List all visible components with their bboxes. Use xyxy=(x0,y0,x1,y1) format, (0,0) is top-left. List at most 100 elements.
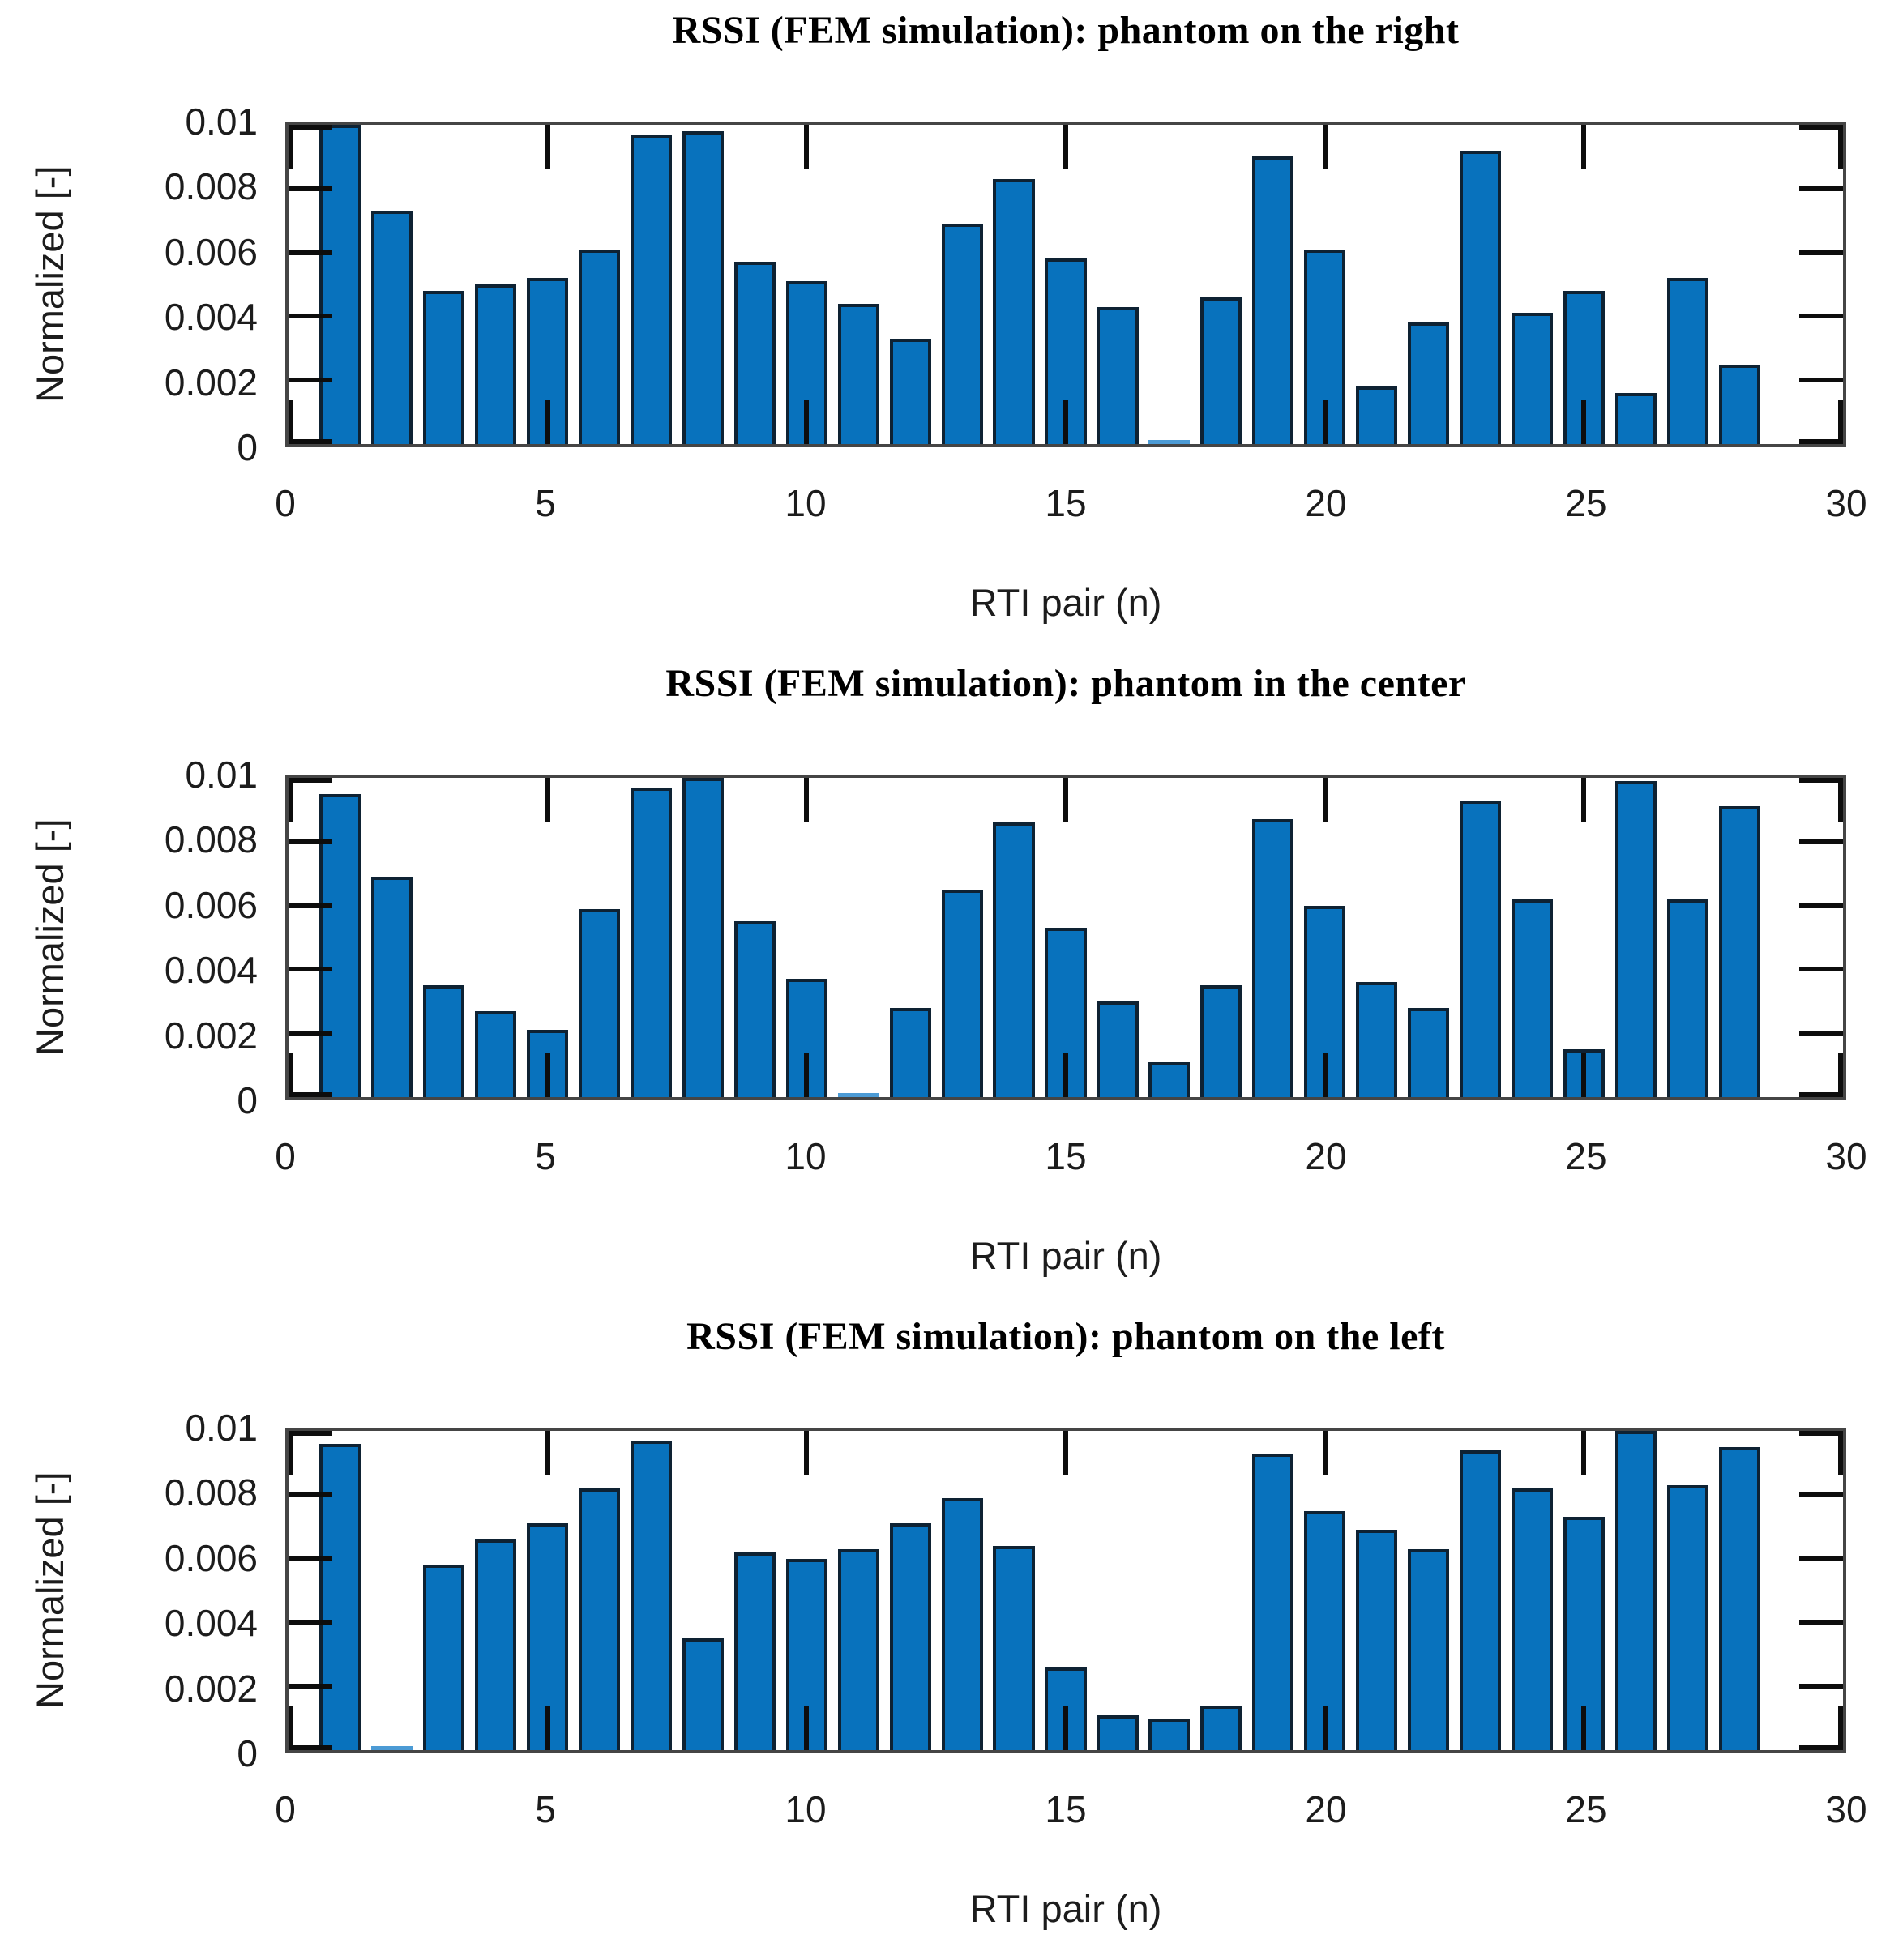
tick-mark xyxy=(289,1492,332,1497)
bar xyxy=(993,822,1035,1097)
x-tick-label: 20 xyxy=(1305,1788,1347,1830)
bar xyxy=(1200,1705,1242,1750)
bar xyxy=(941,1497,983,1750)
tick-mark xyxy=(289,186,332,191)
tick-mark xyxy=(1799,903,1843,908)
tick-mark xyxy=(1581,125,1587,169)
tick-mark xyxy=(289,1706,293,1750)
bar xyxy=(1200,297,1242,444)
y-tick-label: 0 xyxy=(237,426,258,468)
tick-mark xyxy=(1799,1092,1843,1097)
tick-mark xyxy=(289,250,332,255)
bar xyxy=(1304,1510,1346,1750)
plot-area xyxy=(285,775,1846,1100)
bar xyxy=(423,985,465,1097)
x-tick-label: 15 xyxy=(1045,1788,1087,1830)
y-tick-label: 0.006 xyxy=(164,230,258,273)
bar xyxy=(837,1093,879,1097)
tick-mark xyxy=(545,778,550,822)
tick-mark xyxy=(804,400,810,444)
bar xyxy=(1252,1453,1294,1750)
y-tick-label: 0.002 xyxy=(164,1014,258,1057)
chart-title: RSSI (FEM simulation): phantom in the ce… xyxy=(665,662,1466,705)
tick-mark xyxy=(1581,1706,1587,1750)
x-tick-labels: 0 5 10 15 20 25 30 xyxy=(275,1138,1866,1186)
tick-mark xyxy=(1799,125,1843,130)
tick-mark xyxy=(1322,1431,1328,1475)
bar xyxy=(1200,985,1242,1097)
bar xyxy=(630,1440,673,1750)
bar xyxy=(1097,306,1139,444)
bar xyxy=(319,1443,361,1750)
tick-mark xyxy=(1063,400,1068,444)
tick-mark xyxy=(1799,1431,1843,1436)
bar xyxy=(837,1548,879,1750)
bar xyxy=(1718,806,1760,1097)
bar xyxy=(733,1552,776,1750)
y-tick-labels: 0 0.002 0.004 0.006 0.008 0.01 xyxy=(0,756,258,1119)
bar xyxy=(733,921,776,1097)
x-tick-label: 5 xyxy=(535,1788,556,1830)
tick-mark xyxy=(545,1053,550,1097)
chart-title: RSSI (FEM simulation): phantom on the le… xyxy=(686,1315,1445,1358)
tick-mark xyxy=(1799,1620,1843,1625)
bar xyxy=(682,778,725,1097)
tick-mark xyxy=(289,1431,332,1436)
x-tick-label: 25 xyxy=(1565,482,1607,524)
y-tick-label: 0.006 xyxy=(164,1536,258,1579)
y-tick-label: 0.008 xyxy=(164,165,258,208)
bar xyxy=(1666,899,1708,1097)
bar xyxy=(371,877,413,1097)
bar xyxy=(1407,322,1450,444)
bar xyxy=(630,134,673,444)
tick-mark xyxy=(289,1684,332,1689)
bar xyxy=(1252,819,1294,1097)
bar xyxy=(1407,1548,1450,1750)
bar xyxy=(1356,1530,1398,1750)
tick-mark xyxy=(1799,839,1843,844)
x-tick-label: 0 xyxy=(275,1135,296,1177)
bar xyxy=(889,1007,931,1097)
bar xyxy=(1407,1007,1450,1097)
tick-mark xyxy=(1322,1706,1328,1750)
tick-mark xyxy=(545,1706,550,1750)
bar xyxy=(475,284,517,444)
bar xyxy=(1511,1488,1553,1750)
tick-mark xyxy=(289,439,332,444)
bar xyxy=(733,262,776,444)
bar xyxy=(475,1539,517,1750)
x-tick-label: 30 xyxy=(1825,1135,1867,1177)
bar xyxy=(1459,1450,1502,1750)
y-tick-label: 0.002 xyxy=(164,1667,258,1710)
bar xyxy=(579,249,621,444)
tick-mark xyxy=(289,1745,332,1750)
x-axis-label: RTI pair (n) xyxy=(969,581,1162,624)
bar xyxy=(1097,1001,1139,1097)
bar xyxy=(1614,780,1657,1097)
bar xyxy=(1356,982,1398,1097)
tick-mark xyxy=(1322,1053,1328,1097)
bar xyxy=(889,1523,931,1750)
tick-mark xyxy=(804,778,810,822)
tick-mark xyxy=(545,400,550,444)
bar xyxy=(579,1488,621,1750)
bar xyxy=(579,908,621,1097)
tick-mark xyxy=(1799,186,1843,191)
tick-mark xyxy=(289,1431,293,1475)
tick-mark xyxy=(1799,1031,1843,1036)
tick-mark xyxy=(1799,1745,1843,1750)
tick-mark xyxy=(1799,778,1843,783)
x-axis-label: RTI pair (n) xyxy=(969,1887,1162,1930)
bar xyxy=(371,1746,413,1750)
bar xyxy=(1356,386,1398,444)
tick-mark xyxy=(1581,778,1587,822)
y-tick-label: 0.006 xyxy=(164,883,258,926)
tick-mark xyxy=(289,778,293,822)
tick-mark xyxy=(1063,1053,1068,1097)
tick-mark xyxy=(1838,778,1843,822)
tick-mark xyxy=(289,839,332,844)
tick-mark xyxy=(289,1556,332,1561)
tick-mark xyxy=(1581,400,1587,444)
tick-mark xyxy=(1063,1431,1068,1475)
tick-mark xyxy=(1063,125,1068,169)
